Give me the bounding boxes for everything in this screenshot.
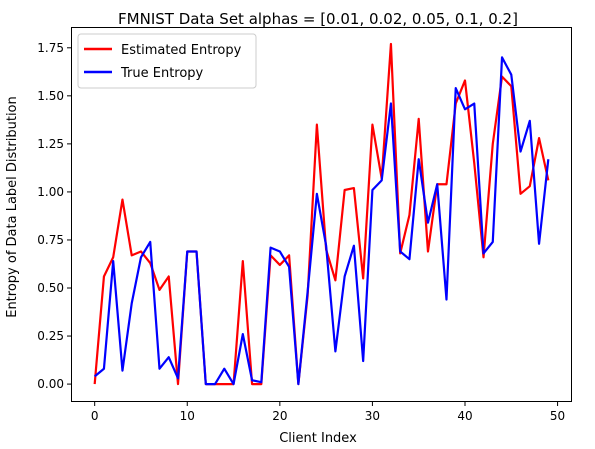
legend: Estimated Entropy True Entropy <box>77 33 257 89</box>
x-axis-label: Client Index <box>279 431 357 446</box>
series-line-estimated-entropy <box>93 42 550 386</box>
y-tick-label: 1.50 <box>37 89 64 103</box>
series-layer <box>93 42 550 386</box>
y-tick-label: 1.75 <box>37 41 64 55</box>
y-tick-label: 0.75 <box>37 233 64 247</box>
y-tick-label: 1.25 <box>37 137 64 151</box>
chart-title: FMNIST Data Set alphas = [0.01, 0.02, 0.… <box>118 10 518 28</box>
x-tick-label: 10 <box>180 409 195 423</box>
y-tick-label: 1.00 <box>37 185 64 199</box>
y-axis: 0.00 0.25 0.50 0.75 1.00 1.25 1.50 1.75 <box>37 41 72 391</box>
plot-frame <box>71 27 572 402</box>
x-tick-label: 50 <box>550 409 565 423</box>
series-line-true-entropy <box>93 56 550 386</box>
y-tick-label: 0.00 <box>37 377 64 391</box>
y-tick-label: 0.50 <box>37 281 64 295</box>
x-tick-label: 20 <box>272 409 287 423</box>
y-axis-label: Entropy of Data Label Distribution <box>5 96 20 318</box>
x-tick-label: 30 <box>365 409 380 423</box>
x-tick-label: 0 <box>91 409 99 423</box>
y-tick-label: 0.25 <box>37 329 64 343</box>
legend-box <box>77 33 257 89</box>
x-tick-label: 40 <box>457 409 472 423</box>
legend-label-estimated-entropy: Estimated Entropy <box>121 43 242 58</box>
x-axis: 0 10 20 30 40 50 <box>91 401 565 423</box>
legend-label-true-entropy: True Entropy <box>120 66 204 81</box>
